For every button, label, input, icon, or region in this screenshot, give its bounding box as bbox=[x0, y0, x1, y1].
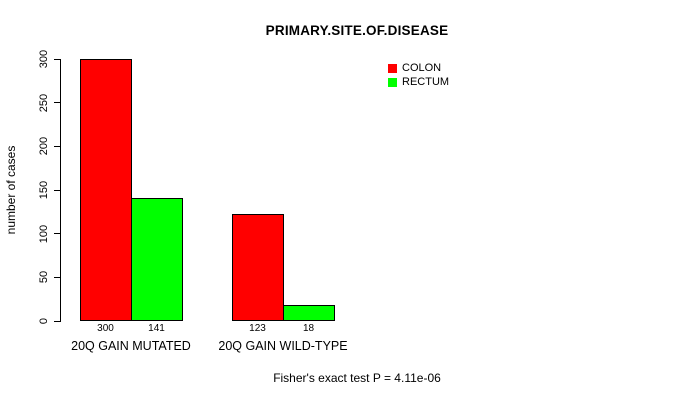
chart-title: PRIMARY.SITE.OF.DISEASE bbox=[265, 23, 449, 38]
x-axis-category-label: 20Q GAIN MUTATED bbox=[71, 339, 191, 353]
bar-colon-20q-gain-mutated bbox=[80, 59, 132, 321]
y-tick-label: 150 bbox=[38, 180, 50, 200]
legend-label: COLON bbox=[402, 62, 442, 74]
annotation-text: Fisher's exact test P = 4.11e-06 bbox=[273, 371, 441, 385]
y-tick-label: 300 bbox=[38, 49, 50, 69]
y-axis-label: number of cases bbox=[4, 145, 18, 235]
bar-rectum-20q-gain-wild-type bbox=[283, 305, 335, 321]
y-tick-mark bbox=[54, 145, 61, 148]
legend-item: RECTUM bbox=[388, 77, 449, 88]
bar-colon-20q-gain-wild-type bbox=[232, 213, 284, 321]
y-tick-label: 100 bbox=[38, 224, 50, 243]
y-tick-mark bbox=[54, 276, 61, 279]
y-tick-label: 250 bbox=[38, 93, 50, 112]
legend-swatch-rectum bbox=[388, 78, 397, 87]
bar-value-label: 141 bbox=[148, 323, 165, 334]
y-tick-mark bbox=[54, 320, 61, 322]
bar-value-label: 300 bbox=[97, 323, 114, 334]
legend-label: RECTUM bbox=[402, 76, 450, 88]
bar-rectum-20q-gain-mutated bbox=[131, 197, 183, 321]
y-tick-mark bbox=[54, 189, 61, 191]
legend-swatch-colon bbox=[388, 64, 397, 73]
chart-legend: COLON RECTUM bbox=[388, 63, 449, 91]
y-tick-label: 200 bbox=[38, 137, 50, 156]
y-tick-label: 50 bbox=[38, 271, 50, 284]
bar-value-label: 18 bbox=[302, 323, 315, 334]
y-tick-mark bbox=[54, 58, 61, 60]
y-tick-mark bbox=[54, 233, 61, 235]
legend-item: COLON bbox=[388, 63, 449, 74]
y-tick-mark bbox=[54, 102, 61, 104]
x-axis-category-label: 20Q GAIN WILD-TYPE bbox=[218, 339, 348, 353]
y-tick-label: 0 bbox=[38, 317, 50, 325]
bar-value-label: 123 bbox=[249, 323, 266, 334]
